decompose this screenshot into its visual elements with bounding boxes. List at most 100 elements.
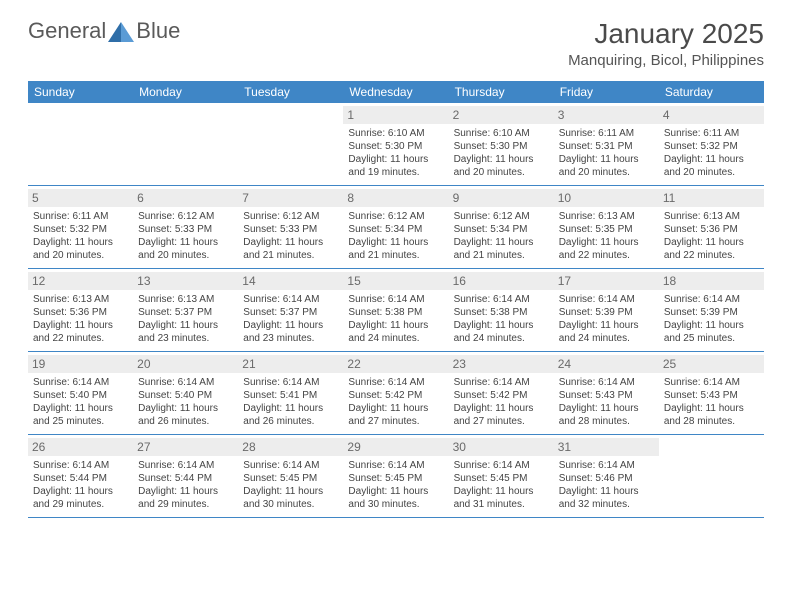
daylight-text-1: Daylight: 11 hours xyxy=(454,236,549,249)
daylight-text-2: and 20 minutes. xyxy=(33,249,128,262)
daylight-text-2: and 23 minutes. xyxy=(243,332,338,345)
day-cell: 10 Sunrise: 6:13 AMSunset: 5:35 PMDayligh… xyxy=(554,186,659,268)
daylight-text-1: Daylight: 11 hours xyxy=(33,485,128,498)
sunrise-text: Sunrise: 6:14 AM xyxy=(454,293,549,306)
day-cell: 26Sunrise: 6:14 AMSunset: 5:44 PMDayligh… xyxy=(28,435,133,517)
day-cell: 3Sunrise: 6:11 AMSunset: 5:31 PMDaylight… xyxy=(554,103,659,185)
day-cell: 4Sunrise: 6:11 AMSunset: 5:32 PMDaylight… xyxy=(659,103,764,185)
calendar-grid: SundayMondayTuesdayWednesdayThursdayFrid… xyxy=(28,81,764,518)
day-number: 26 xyxy=(28,438,133,456)
daylight-text-2: and 20 minutes. xyxy=(664,166,759,179)
daylight-text-1: Daylight: 11 hours xyxy=(454,153,549,166)
daylight-text-1: Daylight: 11 hours xyxy=(243,485,338,498)
sunset-text: Sunset: 5:39 PM xyxy=(664,306,759,319)
daylight-text-2: and 23 minutes. xyxy=(138,332,233,345)
empty-day-cell xyxy=(28,103,133,185)
daylight-text-2: and 20 minutes. xyxy=(454,166,549,179)
daylight-text-1: Daylight: 11 hours xyxy=(243,319,338,332)
sunset-text: Sunset: 5:45 PM xyxy=(454,472,549,485)
daylight-text-1: Daylight: 11 hours xyxy=(559,236,654,249)
empty-day-cell xyxy=(238,103,343,185)
day-number: 5 xyxy=(28,189,133,207)
day-number: 20 xyxy=(133,355,238,373)
sunrise-text: Sunrise: 6:12 AM xyxy=(454,210,549,223)
daylight-text-2: and 22 minutes. xyxy=(33,332,128,345)
day-number: 22 xyxy=(343,355,448,373)
sunrise-text: Sunrise: 6:10 AM xyxy=(454,127,549,140)
day-header-sunday: Sunday xyxy=(28,81,133,103)
week-row: 1Sunrise: 6:10 AMSunset: 5:30 PMDaylight… xyxy=(28,103,764,186)
day-number: 18 xyxy=(659,272,764,290)
day-number: 23 xyxy=(449,355,554,373)
day-number: 25 xyxy=(659,355,764,373)
sunset-text: Sunset: 5:35 PM xyxy=(559,223,654,236)
sunset-text: Sunset: 5:40 PM xyxy=(33,389,128,402)
day-number: 27 xyxy=(133,438,238,456)
sunset-text: Sunset: 5:37 PM xyxy=(138,306,233,319)
week-row: 19 Sunrise: 6:14 AM Sunset: 5:40 PM Dayligh… xyxy=(28,352,764,435)
day-header-thursday: Thursday xyxy=(449,81,554,103)
sunset-text: Sunset: 5:40 PM xyxy=(138,389,233,402)
daylight-text-2: and 29 minutes. xyxy=(33,498,128,511)
daylight-text-1: Daylight: 11 hours xyxy=(348,236,443,249)
daylight-text-2: and 30 minutes. xyxy=(243,498,338,511)
week-row: 12Sunrise: 6:13 AMSunset: 5:36 PMDayligh… xyxy=(28,269,764,352)
daylight-text-1: Daylight: 11 hours xyxy=(664,319,759,332)
day-number: 12 xyxy=(28,272,133,290)
daylight-text-1: Daylight: 11 hours xyxy=(454,485,549,498)
daylight-text-2: and 29 minutes. xyxy=(138,498,233,511)
daylight-text-2: and 20 minutes. xyxy=(138,249,233,262)
sunset-text: Sunset: 5:32 PM xyxy=(33,223,128,236)
day-cell: 25Sunrise: 6:14 AMSunset: 5:43 PMDayligh… xyxy=(659,352,764,434)
daylight-text-2: and 20 minutes. xyxy=(559,166,654,179)
daylight-text-2: and 32 minutes. xyxy=(559,498,654,511)
brand-triangle-icon xyxy=(108,20,134,42)
weeks-container: 1Sunrise: 6:10 AMSunset: 5:30 PMDaylight… xyxy=(28,103,764,518)
sunrise-text: Sunrise: 6:14 AM xyxy=(138,459,233,472)
day-cell: 9Sunrise: 6:12 AMSunset: 5:34 PMDaylight… xyxy=(449,186,554,268)
sunrise-text: Sunrise: 6:12 AM xyxy=(348,210,443,223)
day-number: 19 xyxy=(28,355,133,373)
sunrise-text: Sunrise: 6:14 AM xyxy=(33,459,128,472)
day-cell: 12Sunrise: 6:13 AMSunset: 5:36 PMDayligh… xyxy=(28,269,133,351)
day-header-tuesday: Tuesday xyxy=(238,81,343,103)
sunrise-text: Sunrise: 6:14 AM xyxy=(348,293,443,306)
daylight-text-1: Daylight: 11 hours xyxy=(454,402,549,415)
daylight-text-2: and 25 minutes. xyxy=(664,332,759,345)
daylight-text-1: Daylight: 11 hours xyxy=(348,485,443,498)
day-number: 13 xyxy=(133,272,238,290)
sunrise-text: Sunrise: 6:12 AM xyxy=(138,210,233,223)
sunrise-text: Sunrise: 6:13 AM xyxy=(33,293,128,306)
day-cell: 21Sunrise: 6:14 AMSunset: 5:41 PMDayligh… xyxy=(238,352,343,434)
day-cell: 13Sunrise: 6:13 AMSunset: 5:37 PMDayligh… xyxy=(133,269,238,351)
sunset-text: Sunset: 5:41 PM xyxy=(243,389,338,402)
day-cell: 27Sunrise: 6:14 AMSunset: 5:44 PMDayligh… xyxy=(133,435,238,517)
daylight-text-2: and 26 minutes. xyxy=(243,415,338,428)
sunrise-text: Sunrise: 6:14 AM xyxy=(559,376,654,389)
daylight-text-2: and 27 minutes. xyxy=(454,415,549,428)
daylight-text-1: Daylight: 11 hours xyxy=(664,236,759,249)
day-number: 31 xyxy=(554,438,659,456)
daylight-text-1: Daylight: 11 hours xyxy=(348,402,443,415)
day-cell: 18Sunrise: 6:14 AMSunset: 5:39 PMDayligh… xyxy=(659,269,764,351)
daylight-text-2: and 31 minutes. xyxy=(454,498,549,511)
sunset-text: Sunset: 5:34 PM xyxy=(454,223,549,236)
sunset-text: Sunset: 5:38 PM xyxy=(348,306,443,319)
sunrise-text: Sunrise: 6:14 AM xyxy=(559,459,654,472)
sunrise-text: Sunrise: 6:13 AM xyxy=(664,210,759,223)
day-header-saturday: Saturday xyxy=(659,81,764,103)
sunrise-text: Sunrise: 6:13 AM xyxy=(559,210,654,223)
sunset-text: Sunset: 5:43 PM xyxy=(559,389,654,402)
sunrise-text: Sunrise: 6:11 AM xyxy=(559,127,654,140)
daylight-text-2: and 27 minutes. xyxy=(348,415,443,428)
day-number: 17 xyxy=(554,272,659,290)
sunrise-text: Sunrise: 6:14 AM xyxy=(348,376,443,389)
day-number: 10 xyxy=(554,189,659,207)
sunrise-text: Sunrise: 6:11 AM xyxy=(664,127,759,140)
daylight-text-1: Daylight: 11 hours xyxy=(664,153,759,166)
sunrise-text: Sunrise: 6:14 AM xyxy=(348,459,443,472)
daylight-text-1: Daylight: 11 hours xyxy=(559,485,654,498)
day-cell: 8Sunrise: 6:12 AMSunset: 5:34 PMDaylight… xyxy=(343,186,448,268)
day-cell: 19Sunrise: 6:14 AMSunset: 5:40 PMDayligh… xyxy=(28,352,133,434)
day-number: 1 xyxy=(343,106,448,124)
